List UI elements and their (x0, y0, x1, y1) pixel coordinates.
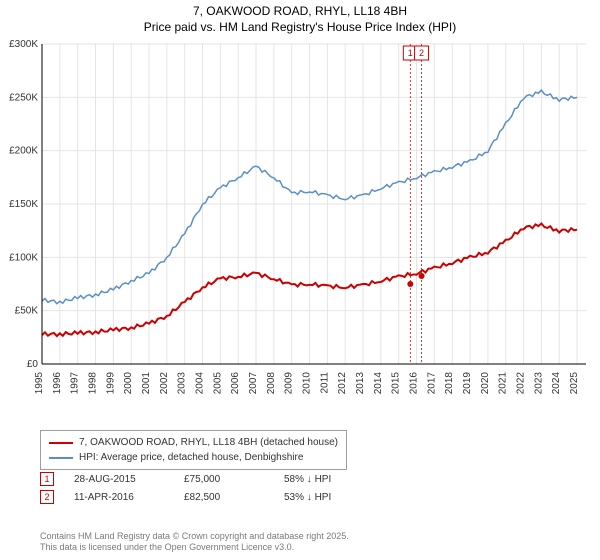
svg-text:2021: 2021 (498, 372, 509, 395)
marker-data-row: 1 28-AUG-2015 £75,000 58% ↓ HPI (40, 470, 331, 488)
svg-text:£150K: £150K (9, 199, 38, 210)
legend-label: 7, OAKWOOD ROAD, RHYL, LL18 4BH (detache… (79, 435, 338, 450)
marker-data-row: 2 11-APR-2016 £82,500 53% ↓ HPI (40, 488, 331, 506)
svg-text:2017: 2017 (426, 372, 437, 395)
legend-label: HPI: Average price, detached house, Denb… (79, 450, 303, 465)
chart-area: £0 £50K £100K £150K £200K £250K £300K 1995 1996 1… (0, 40, 600, 420)
title-line-2: Price paid vs. HM Land Registry's House … (0, 20, 600, 36)
marker-diff: 58% ↓ HPI (284, 474, 331, 485)
svg-text:£250K: £250K (9, 92, 38, 103)
svg-text:2007: 2007 (248, 372, 259, 395)
marker-id-badge: 2 (40, 490, 54, 504)
footer-line-2: This data is licensed under the Open Gov… (40, 542, 349, 554)
marker-price: £75,000 (184, 474, 264, 485)
svg-text:2003: 2003 (177, 372, 188, 395)
svg-text:£300K: £300K (9, 40, 38, 50)
svg-text:£100K: £100K (9, 252, 38, 263)
svg-text:1997: 1997 (70, 372, 81, 395)
svg-text:1: 1 (408, 48, 413, 58)
svg-text:2006: 2006 (230, 372, 241, 395)
svg-text:2013: 2013 (355, 372, 366, 395)
svg-text:2018: 2018 (444, 372, 455, 395)
svg-text:2019: 2019 (462, 372, 473, 395)
svg-text:1996: 1996 (52, 372, 63, 395)
legend: 7, OAKWOOD ROAD, RHYL, LL18 4BH (detache… (40, 430, 347, 470)
legend-swatch (49, 457, 73, 459)
chart-title: 7, OAKWOOD ROAD, RHYL, LL18 4BH Price pa… (0, 0, 600, 35)
title-line-1: 7, OAKWOOD ROAD, RHYL, LL18 4BH (0, 4, 600, 20)
legend-swatch (49, 442, 73, 444)
svg-text:2022: 2022 (516, 372, 527, 395)
marker-date: 28-AUG-2015 (74, 474, 164, 485)
svg-text:£50K: £50K (15, 306, 39, 317)
svg-text:2001: 2001 (141, 372, 152, 395)
footer-attribution: Contains HM Land Registry data © Crown c… (40, 531, 349, 554)
svg-text:1999: 1999 (105, 372, 116, 395)
svg-text:2009: 2009 (284, 372, 295, 395)
svg-text:2016: 2016 (409, 372, 420, 395)
svg-text:1995: 1995 (34, 372, 45, 395)
svg-text:2000: 2000 (123, 372, 134, 395)
svg-text:2024: 2024 (551, 372, 562, 395)
svg-text:2005: 2005 (212, 372, 223, 395)
svg-text:2011: 2011 (319, 372, 330, 394)
marker-id-badge: 1 (40, 472, 54, 486)
svg-text:2004: 2004 (195, 372, 206, 395)
marker-price: £82,500 (184, 492, 264, 503)
svg-text:2012: 2012 (337, 372, 348, 395)
marker-diff: 53% ↓ HPI (284, 492, 331, 503)
marker-data-table: 1 28-AUG-2015 £75,000 58% ↓ HPI 2 11-APR… (40, 470, 331, 506)
legend-row: HPI: Average price, detached house, Denb… (49, 450, 338, 465)
svg-text:2: 2 (419, 48, 424, 58)
svg-text:£200K: £200K (9, 146, 38, 157)
svg-text:2020: 2020 (480, 372, 491, 395)
svg-text:2025: 2025 (569, 372, 580, 395)
svg-text:2002: 2002 (159, 372, 170, 395)
svg-text:1998: 1998 (88, 372, 99, 395)
svg-text:2008: 2008 (266, 372, 277, 395)
svg-text:2014: 2014 (373, 372, 384, 395)
svg-text:2015: 2015 (391, 372, 402, 395)
svg-text:2023: 2023 (533, 372, 544, 395)
legend-row: 7, OAKWOOD ROAD, RHYL, LL18 4BH (detache… (49, 435, 338, 450)
svg-text:2010: 2010 (302, 372, 313, 395)
marker-date: 11-APR-2016 (74, 492, 164, 503)
footer-line-1: Contains HM Land Registry data © Crown c… (40, 531, 349, 543)
svg-text:£0: £0 (27, 359, 39, 370)
